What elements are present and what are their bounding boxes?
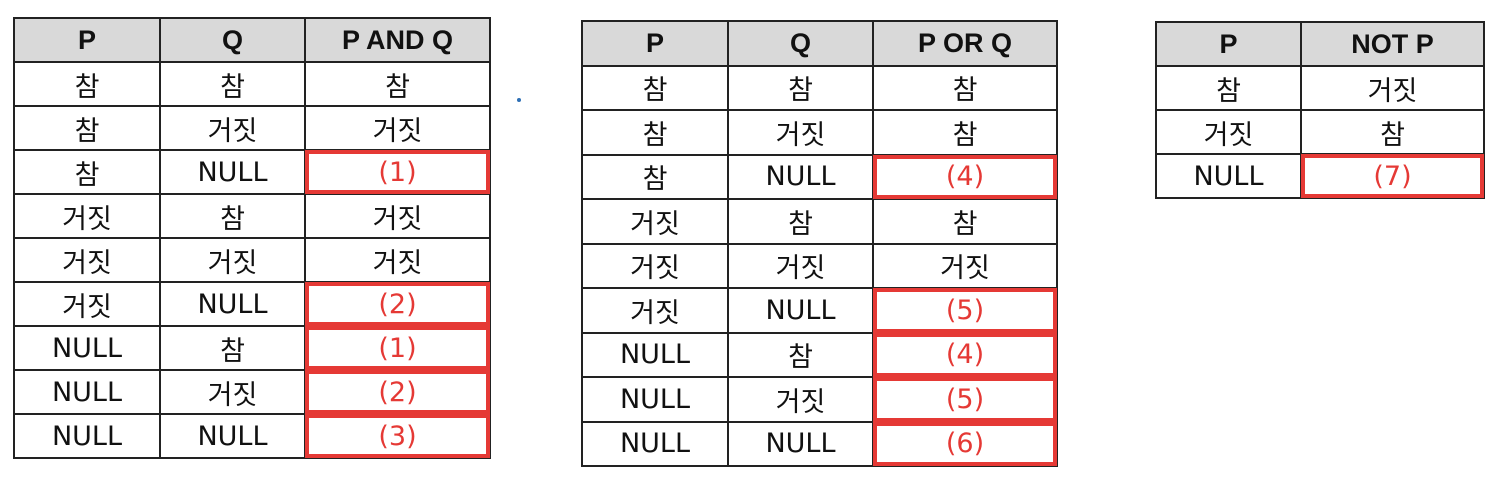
cell-p: NULL [581,420,729,467]
table-header-row: P NOT P [1155,21,1485,67]
table-row: NULL 참 (1) [13,325,491,371]
table-row: NULL 거짓 (5) [581,376,1058,423]
table-row: 참 거짓 [1155,65,1485,111]
table-row: NULL (7) [1155,153,1485,199]
cell-q: 참 [159,325,306,371]
or-truth-table: P Q P OR Q 참 참 참 참 거짓 참 참 NULL (4) 거짓 참 … [581,20,1058,467]
cell-result: 참 [872,64,1058,111]
blank-answer-cell: (2) [304,369,491,415]
and-truth-table: P Q P AND Q 참 참 참 참 거짓 거짓 참 NULL (1) 거짓 … [13,17,491,459]
table-row: 거짓 NULL (5) [581,287,1058,334]
cell-result: 거짓 [1300,65,1485,111]
cell-result: 거짓 [304,193,491,239]
table-row: 참 참 참 [581,64,1058,111]
cell-q: 거짓 [727,376,874,423]
cell-q: NULL [159,149,306,195]
cell-p: NULL [13,369,161,415]
column-header-not-p: NOT P [1300,21,1485,67]
stray-dot [517,98,521,102]
table-row: NULL 참 (4) [581,331,1058,378]
cell-q: 거짓 [727,242,874,289]
cell-p: 참 [13,105,161,151]
cell-result: 거짓 [872,242,1058,289]
table-row: NULL NULL (3) [13,413,491,459]
cell-p: 참 [13,61,161,107]
cell-q: 거짓 [159,237,306,283]
cell-p: 거짓 [581,287,729,334]
cell-p: 참 [581,109,729,156]
blank-answer-cell: (1) [304,149,491,195]
cell-p: 거짓 [13,237,161,283]
table-row: 거짓 NULL (2) [13,281,491,327]
cell-result: 참 [872,109,1058,156]
blank-answer-cell: (2) [304,281,491,327]
cell-q: 참 [159,61,306,107]
column-header-p-and-q: P AND Q [304,17,491,63]
cell-p: NULL [13,325,161,371]
cell-p: 참 [1155,65,1302,111]
cell-q: NULL [727,420,874,467]
table-row: 참 NULL (1) [13,149,491,195]
blank-answer-cell: (3) [304,413,491,459]
cell-q: 참 [727,198,874,245]
cell-p: NULL [13,413,161,459]
table-row: NULL 거짓 (2) [13,369,491,415]
table-row: 거짓 참 참 [581,198,1058,245]
column-header-p: P [581,20,729,67]
cell-q: 참 [727,331,874,378]
table-row: NULL NULL (6) [581,420,1058,467]
cell-p: NULL [581,331,729,378]
table-row: 거짓 거짓 거짓 [581,242,1058,289]
blank-answer-cell: (5) [872,287,1058,334]
table-row: 거짓 거짓 거짓 [13,237,491,283]
cell-p: 거짓 [13,193,161,239]
cell-p: NULL [581,376,729,423]
table-row: 거짓 참 거짓 [13,193,491,239]
blank-answer-cell: (1) [304,325,491,371]
blank-answer-cell: (6) [872,420,1058,467]
cell-p: 거짓 [1155,109,1302,155]
column-header-p: P [1155,21,1302,67]
blank-answer-cell: (5) [872,376,1058,423]
cell-q: 참 [727,64,874,111]
column-header-q: Q [159,17,306,63]
cell-q: NULL [727,153,874,200]
cell-result: 거짓 [304,105,491,151]
table-header-row: P Q P OR Q [581,20,1058,67]
not-truth-table: P NOT P 참 거짓 거짓 참 NULL (7) [1155,21,1485,199]
column-header-q: Q [727,20,874,67]
cell-q: NULL [159,413,306,459]
table-row: 참 NULL (4) [581,153,1058,200]
table-header-row: P Q P AND Q [13,17,491,63]
blank-answer-cell: (7) [1300,153,1485,199]
blank-answer-cell: (4) [872,153,1058,200]
cell-p: 거짓 [581,242,729,289]
table-row: 거짓 참 [1155,109,1485,155]
cell-p: NULL [1155,153,1302,199]
cell-q: NULL [727,287,874,334]
column-header-p: P [13,17,161,63]
table-row: 참 거짓 참 [581,109,1058,156]
cell-q: 거짓 [727,109,874,156]
cell-result: 참 [872,198,1058,245]
cell-p: 참 [581,64,729,111]
table-row: 참 참 참 [13,61,491,107]
cell-p: 참 [581,153,729,200]
column-header-p-or-q: P OR Q [872,20,1058,67]
cell-q: 거짓 [159,369,306,415]
cell-result: 참 [304,61,491,107]
cell-result: 거짓 [304,237,491,283]
cell-q: 거짓 [159,105,306,151]
cell-p: 거짓 [581,198,729,245]
cell-result: 참 [1300,109,1485,155]
cell-p: 거짓 [13,281,161,327]
cell-q: 참 [159,193,306,239]
table-row: 참 거짓 거짓 [13,105,491,151]
cell-p: 참 [13,149,161,195]
blank-answer-cell: (4) [872,331,1058,378]
cell-q: NULL [159,281,306,327]
